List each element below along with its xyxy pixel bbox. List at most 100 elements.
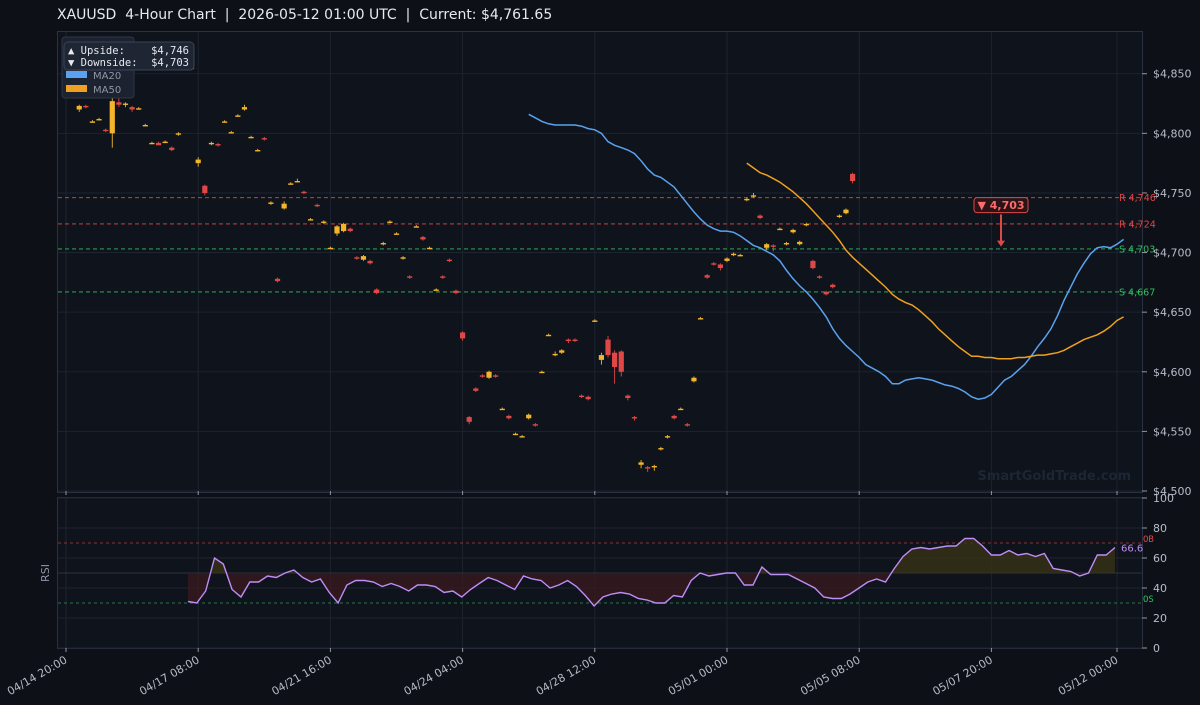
candle-body (578, 395, 585, 398)
candle-body (486, 371, 492, 378)
legend-ma20-label: MA20 (93, 71, 121, 82)
candle-body (109, 101, 115, 134)
candle-body (803, 223, 809, 226)
time-tick-label: 05/07 20:00 (930, 653, 994, 698)
candle-body (321, 221, 327, 223)
candle-body (493, 375, 499, 377)
candle-body (790, 229, 796, 233)
candle-body (446, 259, 452, 262)
candle-body (268, 202, 274, 204)
candle-body (407, 276, 413, 278)
candle-body (354, 257, 360, 259)
price-tick-label: $4,550 (1153, 425, 1192, 438)
candle-body (757, 215, 763, 218)
candle-body (307, 219, 314, 221)
candle-body (658, 448, 664, 450)
time-tick-label: 05/01 00:00 (666, 653, 730, 698)
candle-body (499, 408, 505, 411)
candle-body (592, 320, 598, 322)
support-resistance-lines: R 4,746 R 4,724 S 4,703 S 4,667 (58, 193, 1156, 298)
candle-body (704, 275, 710, 278)
candle-body (770, 245, 776, 247)
candle-body (122, 103, 129, 105)
watermark: SmartGoldTrade.com (977, 469, 1131, 484)
candle-body (393, 233, 400, 235)
downside-annotation: ▼ 4,703 (973, 197, 1029, 247)
candle-body (473, 388, 479, 391)
candle-body (83, 105, 89, 108)
annotation-box (973, 197, 1029, 214)
legend-ma50-swatch (66, 85, 87, 92)
price-tick-label: $4,750 (1153, 187, 1192, 200)
candle-body (274, 278, 281, 282)
rsi-tick-label: 20 (1153, 612, 1167, 625)
candle-body (162, 141, 168, 144)
price-tick-label: $4,650 (1153, 306, 1192, 319)
price-tick-label: $4,700 (1153, 247, 1192, 260)
candle-body (764, 244, 770, 248)
rsi-ob-label: OB (1143, 535, 1154, 545)
candle-body (96, 119, 102, 121)
candle-body (255, 150, 261, 152)
time-tick-label: 04/28 12:00 (534, 653, 598, 698)
candle-body (400, 257, 406, 259)
time-tick-label: 04/14 20:00 (5, 653, 69, 698)
rsi-shading (188, 538, 1115, 606)
candle-body (711, 263, 717, 265)
candle-body (314, 204, 320, 207)
candle-body (585, 396, 591, 400)
candle-body (731, 253, 737, 256)
candle-body (559, 350, 565, 353)
candle-body (175, 133, 181, 135)
candle-body (433, 289, 439, 291)
candle-body (466, 417, 472, 422)
candle-body (261, 138, 267, 140)
candle-body (717, 264, 723, 269)
candle-body (426, 247, 433, 250)
downside-value: $4,703 (151, 57, 189, 69)
annotation-arrow-head (997, 240, 1005, 247)
candle-body (341, 223, 347, 232)
rsi-tick-label: 40 (1153, 582, 1167, 595)
candle-body (215, 144, 221, 146)
candle-body (155, 142, 162, 146)
candle-body (671, 415, 677, 419)
resistance-label: R 4,746 (1119, 193, 1156, 204)
candle-body (810, 260, 816, 269)
rsi-os-label: OS (1143, 595, 1154, 605)
candle-body (202, 185, 208, 193)
candle-body (843, 209, 849, 214)
candle-body (288, 183, 294, 185)
candle-body (532, 424, 538, 426)
price-axis: $4,500 $4,550 $4,600 $4,650 $4,700 $4,750 $4,8… (1142, 68, 1192, 498)
candle-body (103, 129, 109, 132)
ma20-line (528, 113, 1125, 400)
chart-title: XAUUSD 4-Hour Chart | 2026-05-12 01:00 U… (57, 7, 553, 23)
time-tick-label: 05/12 00:00 (1056, 653, 1120, 698)
candle-body (605, 339, 611, 356)
candle-body (849, 173, 856, 182)
candle-body (142, 124, 148, 127)
price-grid (58, 32, 1142, 492)
candle-body (598, 355, 605, 360)
downside-label: ▼ Downside: (68, 57, 138, 69)
candle-body (294, 181, 300, 183)
candle-body (777, 228, 783, 231)
candle-body (136, 108, 142, 110)
candle-body (697, 318, 704, 320)
time-tick-label: 05/05 08:00 (798, 653, 862, 698)
moving-averages (528, 113, 1125, 400)
time-tick-label: 04/17 08:00 (137, 653, 201, 698)
candle-body (460, 332, 466, 339)
candle-body (744, 198, 750, 201)
candle-body (420, 237, 426, 240)
candle-body (327, 247, 333, 250)
upside-label: ▲ Upside: (68, 45, 125, 57)
upside-value: $4,746 (151, 45, 189, 57)
price-panel (57, 31, 1143, 493)
candle-body (301, 191, 307, 194)
price-tick-label: $4,800 (1153, 127, 1192, 140)
candle-body (248, 136, 254, 139)
candle-body (281, 203, 287, 209)
candle-body (387, 221, 393, 223)
